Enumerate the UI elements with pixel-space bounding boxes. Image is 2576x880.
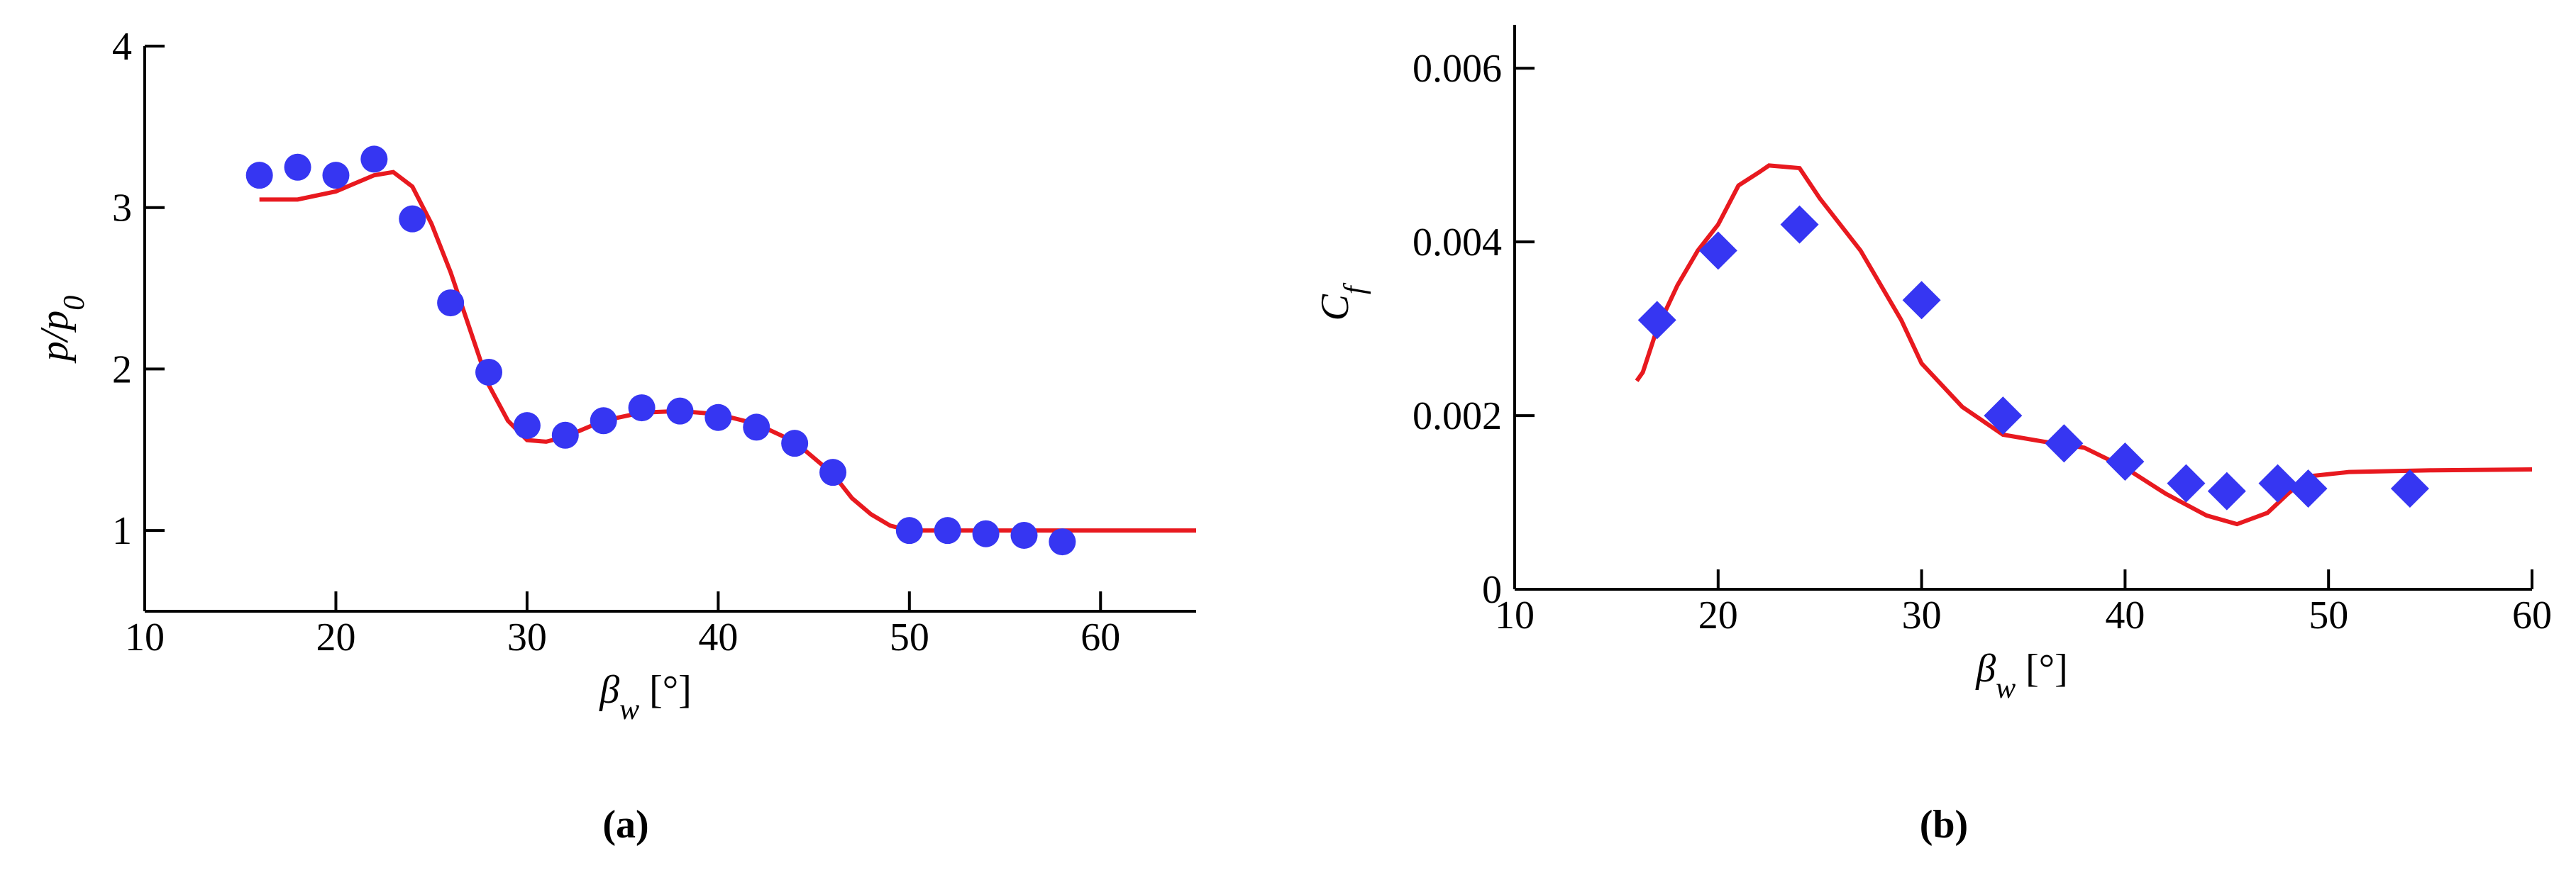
caption: (a) — [602, 803, 648, 847]
point — [628, 394, 656, 422]
y-tick-label: 4 — [112, 25, 132, 69]
point — [245, 162, 273, 189]
point — [934, 517, 961, 545]
point — [1780, 205, 1819, 244]
x-tick-label: 40 — [2105, 594, 2145, 637]
point — [972, 520, 1000, 547]
x-axis-label-suffix: [°] — [2016, 647, 2068, 691]
curve — [1635, 163, 2533, 527]
x-tick-label: 10 — [125, 616, 165, 659]
point — [2258, 464, 2297, 503]
x-axis-label-suffix: [°] — [639, 668, 692, 712]
point — [2045, 424, 2084, 463]
point — [2390, 469, 2429, 508]
caption: (b) — [1920, 803, 1968, 847]
y-tick-label: 1 — [112, 509, 132, 553]
x-axis-label-sub: w — [619, 694, 639, 726]
point — [819, 459, 847, 486]
point — [322, 162, 350, 189]
y-tick-label: 3 — [112, 186, 132, 230]
point — [1902, 281, 1941, 320]
point — [437, 289, 465, 317]
point — [743, 413, 770, 441]
point — [284, 153, 311, 181]
y-axis-label-sub: f — [1339, 282, 1371, 294]
point — [1698, 231, 1737, 270]
x-tick-label: 10 — [1495, 594, 1535, 637]
y-axis-label: p/p0 — [33, 296, 91, 364]
point — [2289, 469, 2328, 508]
x-tick-label: 60 — [2512, 594, 2552, 637]
point — [513, 412, 541, 440]
point — [399, 205, 426, 233]
x-tick-label: 50 — [890, 616, 929, 659]
y-axis-label-main: C — [1313, 294, 1357, 321]
point — [1637, 301, 1676, 340]
point — [1049, 528, 1076, 556]
point — [1010, 521, 1038, 549]
x-tick-label: 40 — [698, 616, 738, 659]
point — [666, 397, 694, 425]
point — [895, 517, 923, 545]
x-tick-label: 30 — [507, 616, 547, 659]
x-axis-label: βw [°] — [1975, 647, 2068, 705]
point — [704, 403, 732, 431]
y-tick-label: 0.002 — [1413, 394, 1502, 438]
point — [360, 145, 388, 173]
x-axis-label-sub: w — [1996, 672, 2016, 705]
y-axis-label-sub: 0 — [58, 296, 91, 311]
curve — [259, 169, 1196, 533]
point — [590, 407, 617, 435]
x-axis-label-main: β — [1975, 647, 1996, 691]
x-tick-label: 20 — [1698, 594, 1738, 637]
point — [2167, 464, 2206, 503]
y-axis-label: Cf — [1313, 282, 1371, 321]
point — [2106, 442, 2145, 481]
point — [781, 430, 809, 457]
x-axis-label: βw [°] — [599, 668, 692, 726]
y-tick-label: 0.006 — [1413, 47, 1502, 91]
y-axis-label-main: p/p — [33, 311, 77, 364]
x-tick-label: 60 — [1080, 616, 1120, 659]
point — [2207, 472, 2246, 511]
x-tick-label: 20 — [316, 616, 355, 659]
x-axis-label-main: β — [599, 668, 619, 712]
y-tick-label: 2 — [112, 347, 132, 391]
x-tick-label: 50 — [2309, 594, 2348, 637]
point — [1984, 396, 2023, 435]
point — [475, 358, 503, 386]
y-tick-label: 0 — [1482, 568, 1502, 612]
point — [551, 421, 579, 449]
x-tick-label: 30 — [1902, 594, 1942, 637]
y-tick-label: 0.004 — [1413, 221, 1502, 264]
